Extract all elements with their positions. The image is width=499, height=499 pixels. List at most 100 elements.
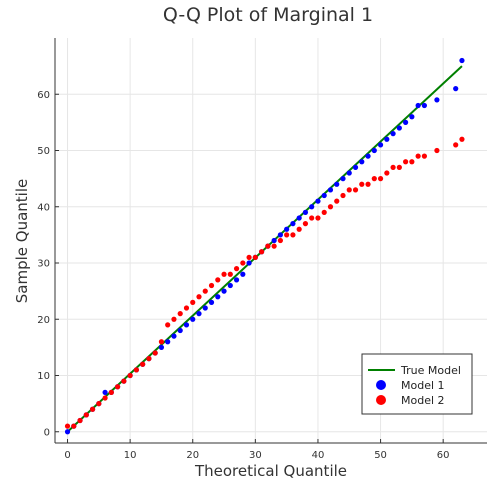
model-2-point	[77, 417, 83, 424]
model-2-point	[196, 294, 202, 300]
model-2-point	[277, 237, 283, 244]
model-1-point	[196, 311, 202, 317]
model-1-point	[284, 226, 290, 232]
model-1-point	[315, 198, 321, 204]
true-model-line	[66, 65, 463, 433]
model-1-point	[346, 170, 352, 176]
model-1-point	[233, 277, 240, 283]
model-2-point	[334, 198, 340, 204]
model-1-point	[208, 299, 215, 305]
x-tick-label: 20	[186, 450, 199, 461]
model-2-point	[346, 187, 352, 193]
model-1-point	[403, 119, 409, 125]
model-2-point	[190, 299, 196, 305]
model-2-point	[233, 266, 240, 272]
model-2-point	[390, 164, 396, 170]
model-2-point	[309, 215, 315, 221]
model-2-point	[296, 226, 302, 232]
model-1-point	[246, 260, 252, 266]
model-1-point	[384, 136, 390, 142]
y-tick-label: 40	[37, 202, 50, 213]
model-2-point	[177, 311, 183, 317]
legend-label-model-2: Model 2	[401, 394, 445, 407]
model-2-point	[246, 254, 252, 260]
model-1-point	[296, 215, 302, 221]
model-1-point	[183, 322, 190, 328]
model-1-point	[453, 86, 459, 92]
model-1-point	[309, 204, 315, 210]
model-2-point	[371, 176, 377, 182]
model-1-point	[359, 159, 365, 165]
model-1-point	[459, 57, 465, 64]
legend-label-model-1: Model 1	[401, 379, 445, 392]
model-2-point	[321, 209, 327, 215]
y-tick-label: 20	[37, 315, 50, 326]
model-1-point	[321, 192, 327, 199]
model-2-point	[227, 271, 233, 277]
x-tick-label: 40	[312, 450, 325, 461]
legend-label-true-model: True Model	[400, 364, 461, 377]
model-2-point	[64, 423, 71, 429]
model-1-point	[327, 187, 334, 193]
model-1-point	[165, 339, 171, 345]
model-1-point	[177, 327, 183, 334]
model-1-point	[396, 125, 402, 131]
model-1-point	[434, 97, 440, 103]
model-2-point	[403, 159, 409, 165]
model-1-point	[290, 221, 296, 227]
model-1-point	[171, 333, 177, 339]
model-2-point	[284, 232, 290, 238]
model-2-point	[365, 181, 371, 187]
model-1-point	[277, 232, 283, 238]
model-2-point	[340, 192, 346, 199]
y-tick-label: 30	[37, 259, 50, 270]
model-1-point	[64, 429, 71, 435]
model-2-point	[271, 243, 277, 249]
model-1-point	[302, 209, 309, 215]
model-2-point	[83, 412, 89, 418]
y-tick-label: 50	[37, 146, 50, 157]
model-1-point	[421, 102, 427, 109]
model-2-point	[459, 136, 465, 142]
model-1-point	[215, 294, 221, 300]
model-1-point	[352, 164, 359, 170]
model-2-point	[359, 181, 365, 187]
model-2-point	[108, 389, 114, 395]
model-2-point	[327, 204, 334, 210]
model-2-point	[165, 322, 171, 328]
model-2-point	[384, 170, 390, 176]
model-1-point	[377, 142, 384, 148]
y-tick-label: 60	[37, 90, 50, 101]
model-2-point	[377, 176, 384, 182]
model-2-point	[409, 159, 415, 165]
model-2-point	[152, 350, 158, 356]
model-1-point	[334, 181, 340, 187]
legend: True Model Model 1 Model 2	[361, 353, 473, 415]
model-2-point	[121, 378, 127, 384]
model-1-point	[158, 344, 165, 350]
model-2-point	[221, 271, 227, 277]
model-2-point	[146, 356, 152, 362]
legend-marker-model-2	[376, 395, 386, 405]
model-1-point	[102, 389, 108, 395]
model-2-point	[202, 288, 208, 294]
model-2-point	[302, 221, 309, 227]
y-tick-label: 10	[37, 371, 50, 382]
x-tick-label: 10	[124, 450, 137, 461]
model-2-point	[215, 277, 221, 283]
model-1-point	[340, 176, 346, 182]
model-2-point	[434, 147, 440, 154]
model-2-point	[133, 367, 139, 373]
model-2-point	[290, 232, 296, 238]
model-2-point	[102, 395, 108, 401]
axis-layer: 0 10 20 30 40 50 60 0 10 20 30 40 50 60	[37, 38, 487, 461]
model-2-point	[96, 401, 102, 407]
model-2-point	[259, 249, 265, 255]
legend-marker-model-1	[376, 380, 386, 390]
model-2-point	[421, 153, 427, 159]
model-2-point	[115, 384, 121, 390]
y-axis-title: Sample Quantile	[13, 179, 31, 303]
x-tick-label: 0	[64, 450, 70, 461]
model-1-point	[365, 153, 371, 159]
